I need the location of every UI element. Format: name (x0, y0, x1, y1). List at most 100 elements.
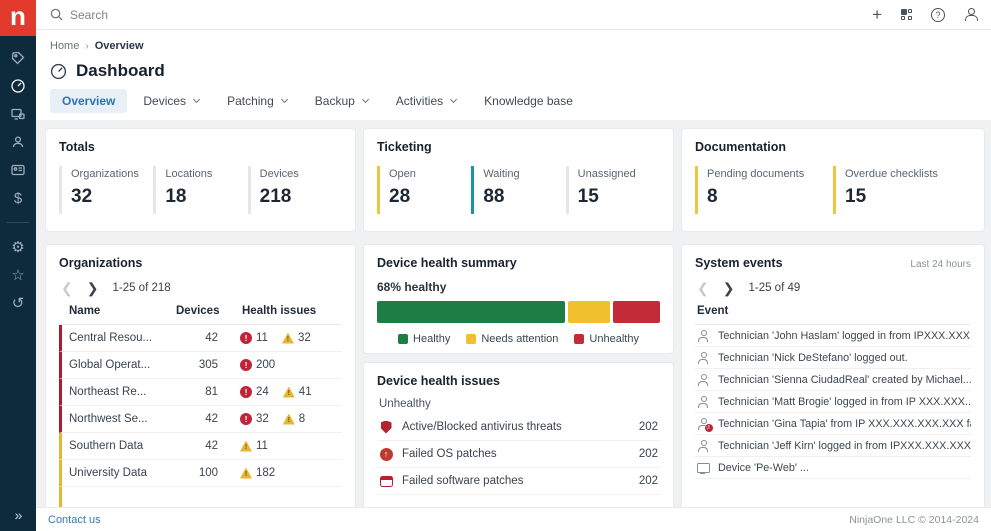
list-item[interactable]: ! Device 'Pe-Web' ... (695, 457, 971, 479)
user-profile-icon[interactable] (964, 8, 978, 21)
stat-tile[interactable]: Devices 218 (247, 166, 342, 214)
issue-icon (380, 420, 392, 434)
page-prev-icon[interactable]: ❮ (61, 280, 73, 296)
list-item[interactable]: ! Technician 'Jeff Kirn' logged in from … (695, 435, 971, 457)
favorites-star-icon[interactable]: ☆ (11, 267, 25, 284)
chevron-down-icon (193, 95, 201, 104)
page-prev-icon[interactable]: ❮ (697, 280, 709, 296)
system-events-card: System events Last 24 hours ❮ ❯ 1-25 of … (681, 244, 985, 507)
documentation-title: Documentation (695, 140, 786, 154)
legend-swatch (574, 334, 585, 344)
breadcrumb-separator: › (85, 40, 89, 52)
users-icon[interactable] (5, 130, 31, 154)
dashboard-gauge-icon (50, 63, 67, 79)
issue-icon (379, 475, 393, 487)
tab[interactable]: Activities (384, 89, 468, 113)
apps-grid-icon[interactable] (901, 9, 912, 20)
devices-icon[interactable] (5, 102, 31, 126)
totals-card: Totals Organizations 32 Locations 18 (45, 128, 356, 232)
stat-tile[interactable]: Unassigned 15 (565, 166, 660, 214)
list-item[interactable]: Failed OS patches 202 (377, 441, 660, 468)
stat-tile[interactable]: Open 28 (377, 166, 471, 214)
tab-bar: Overview Devices Patching Backup (50, 89, 977, 120)
system-events-list: ! Technician 'John Haslam' logged in fro… (695, 325, 971, 479)
ticketing-title: Ticketing (377, 140, 432, 154)
warning-badge: 32 (282, 332, 311, 344)
tab[interactable]: Backup (303, 89, 380, 113)
table-row[interactable]: Northeast Re... 81 24 41 (59, 379, 342, 406)
issue-icon (379, 447, 393, 461)
documentation-card: Documentation Pending documents 8 Overdu… (681, 128, 985, 232)
event-user-icon: ! (697, 351, 710, 364)
marketing-tag-icon[interactable] (5, 46, 31, 70)
organizations-table-body: Central Resou... 42 11 32 Global Operat.… (59, 325, 342, 507)
history-icon[interactable]: ↺ (11, 295, 25, 312)
billing-icon[interactable]: $ (13, 189, 23, 207)
sidebar-divider (7, 222, 29, 223)
breadcrumb-home[interactable]: Home (50, 40, 80, 52)
event-user-icon: ! (697, 439, 710, 452)
stat-tile[interactable]: Locations 18 (153, 166, 247, 214)
organizations-table-header: Name Devices Health issues (59, 305, 342, 325)
table-row[interactable]: Southern Data 42 11 (59, 433, 342, 460)
stat-tile[interactable]: Pending documents 8 (695, 166, 833, 214)
list-item[interactable]: Failed software patches 202 (377, 468, 660, 495)
apps-card-icon[interactable] (5, 158, 31, 182)
breadcrumb-current[interactable]: Overview (94, 40, 144, 52)
table-row[interactable]: Central Resou... 42 11 32 (59, 325, 342, 352)
expand-sidebar-icon[interactable]: » (14, 507, 23, 523)
list-item[interactable]: ! Technician 'John Haslam' logged in fro… (695, 325, 971, 347)
page-range: 1-25 of 218 (112, 282, 171, 294)
health-bar-segment[interactable] (377, 301, 566, 323)
device-health-summary-card: Device health summary 68% healthy (363, 244, 674, 354)
alert-badge: ! (705, 423, 713, 432)
list-item[interactable]: ! Technician 'Nick DeStefano' logged out… (695, 347, 971, 369)
health-issues-list: Active/Blocked antivirus threats 202 Fai… (377, 414, 660, 495)
help-icon[interactable]: ? (931, 7, 945, 22)
critical-badge: 24 (240, 386, 269, 398)
page-range: 1-25 of 49 (748, 282, 801, 294)
warning-badge: 11 (240, 440, 268, 452)
legend-item: Unhealthy (574, 333, 639, 345)
plus-icon[interactable]: + (872, 5, 882, 24)
health-bar-segment[interactable] (612, 301, 660, 323)
health-bar-segment[interactable] (568, 301, 610, 323)
organizations-card: Organizations ❮ ❯ 1-25 of 218 Name Devic… (45, 244, 356, 507)
global-search[interactable] (50, 7, 864, 22)
table-row[interactable]: Northwest Se... 42 32 8 (59, 406, 342, 433)
tab[interactable]: Knowledge base (484, 94, 573, 108)
contact-us-link[interactable]: Contact us (48, 513, 101, 526)
system-events-pager: ❮ ❯ 1-25 of 49 (697, 281, 971, 295)
copyright-text: NinjaOne LLC © 2014-2024 (849, 513, 979, 526)
list-item[interactable]: Active/Blocked antivirus threats 202 (377, 414, 660, 441)
device-health-issues-card: Device health issues Unhealthy Active/Bl… (363, 362, 674, 507)
stat-tile[interactable]: Waiting 88 (471, 166, 565, 214)
health-issues-subtitle: Unhealthy (379, 398, 431, 410)
tab[interactable]: Devices (131, 89, 211, 113)
dashboard-icon[interactable] (5, 74, 31, 98)
page-next-icon[interactable]: ❯ (722, 280, 735, 296)
event-user-icon: ! (697, 329, 710, 342)
legend-item: Healthy (398, 333, 450, 345)
table-row[interactable] (59, 487, 342, 507)
organizations-title: Organizations (59, 256, 143, 270)
ninjaone-logo[interactable]: n (0, 0, 36, 36)
totals-title: Totals (59, 140, 95, 154)
list-item[interactable]: ! Technician 'Sienna CiudadReal' created… (695, 369, 971, 391)
table-row[interactable]: University Data 100 182 (59, 460, 342, 487)
table-row[interactable]: Global Operat... 305 200 (59, 352, 342, 379)
list-item[interactable]: ! Technician 'Gina Tapia' from IP XXX.XX… (695, 413, 971, 435)
stat-tile[interactable]: Organizations 32 (59, 166, 153, 214)
health-summary-title: Device health summary (377, 256, 517, 270)
list-item[interactable]: ! Technician 'Matt Brogie' logged in fro… (695, 391, 971, 413)
search-input[interactable] (70, 7, 370, 22)
settings-gear-icon[interactable]: ⚙ (11, 239, 25, 256)
tab[interactable]: Overview (50, 89, 128, 113)
stat-tile[interactable]: Overdue checklists 15 (833, 166, 971, 214)
tab[interactable]: Patching (215, 89, 299, 113)
system-events-title: System events (695, 256, 783, 270)
page-next-icon[interactable]: ❯ (86, 280, 99, 296)
legend-swatch (398, 334, 409, 344)
chevron-down-icon (361, 95, 369, 104)
warning-badge: 8 (283, 413, 305, 425)
